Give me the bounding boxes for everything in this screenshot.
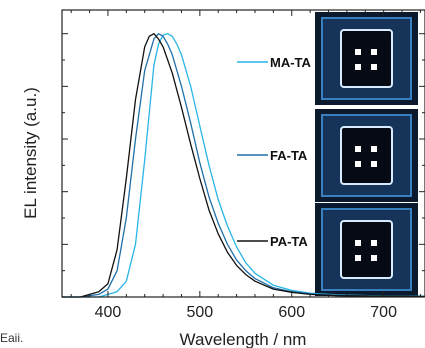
led-pixel — [371, 255, 377, 261]
device-photo — [315, 12, 418, 105]
led-pixel — [355, 64, 361, 70]
x-tick-label: 600 — [278, 304, 305, 321]
x-tick-label: 400 — [95, 304, 122, 321]
axis-ticks: 400 500 600 700 — [62, 10, 425, 321]
device-photos — [315, 12, 418, 296]
plot-frame — [61, 9, 425, 298]
x-axis-title: Wavelength / nm — [180, 330, 307, 348]
legend: MA-TA FA-TA PA-TA — [237, 55, 312, 249]
legend-label-pa-ta: PA-TA — [270, 234, 308, 249]
series-layer — [62, 33, 425, 298]
led-pixel — [371, 240, 377, 246]
legend-label-fa-ta: FA-TA — [270, 148, 308, 163]
series-line-fa-ta — [62, 33, 425, 298]
corner-text: Eaii. — [0, 331, 23, 345]
x-tick-label: 700 — [370, 304, 397, 321]
y-axis-title: EL intensity (a.u.) — [21, 87, 40, 219]
led-pixel — [355, 161, 361, 167]
led-pixel — [355, 146, 361, 152]
led-pixel — [371, 146, 377, 152]
led-pixel — [371, 49, 377, 55]
device-photo — [315, 109, 418, 202]
led-pixel — [371, 64, 377, 70]
led-pixel — [371, 161, 377, 167]
series-line-pa-ta — [62, 33, 425, 298]
legend-label-ma-ta: MA-TA — [270, 55, 312, 70]
led-pixel — [355, 49, 361, 55]
device-photo — [315, 203, 418, 296]
led-pixel — [355, 255, 361, 261]
led-pixel — [355, 240, 361, 246]
series-line-ma-ta — [62, 33, 425, 298]
x-tick-label: 500 — [186, 304, 213, 321]
